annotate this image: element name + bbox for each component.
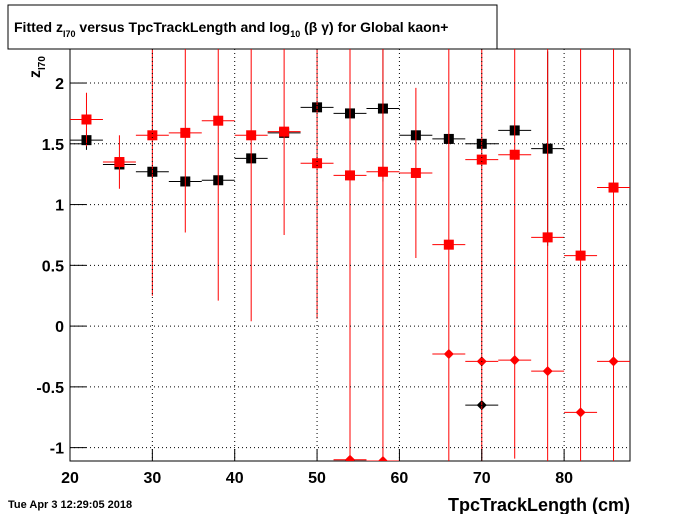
x-tick-label: 30 [143, 470, 161, 487]
marker [575, 407, 586, 418]
marker [608, 182, 619, 193]
marker [81, 114, 92, 125]
x-tick-label: 60 [391, 470, 409, 487]
marker [575, 250, 586, 261]
marker [509, 355, 520, 366]
marker [312, 158, 323, 169]
x-tick-label: 70 [473, 470, 491, 487]
title-box [7, 4, 498, 50]
marker [345, 454, 355, 461]
y-tick-label: -0.5 [36, 380, 64, 397]
marker [542, 366, 553, 377]
x-tick-label: 50 [308, 470, 326, 487]
marker [476, 154, 487, 165]
chart-title: Fitted zI70 versus TpcTrackLength and lo… [14, 19, 448, 39]
marker [443, 349, 454, 360]
y-tick-label: 1 [55, 198, 64, 215]
marker [147, 130, 158, 141]
marker [279, 126, 290, 137]
y-tick-label: 0 [55, 319, 64, 336]
title-part: I70 [63, 29, 76, 39]
x-tick-label: 40 [226, 470, 244, 487]
y-tick-label: 1.5 [42, 137, 64, 154]
title-part: versus TpcTrackLength and log [76, 19, 291, 35]
y-axis-label: zI70 [27, 56, 48, 78]
x-axis-label: TpcTrackLength (cm) [448, 495, 630, 514]
marker [377, 456, 388, 461]
marker [410, 167, 421, 178]
marker [443, 239, 454, 250]
y-label-part: z [27, 70, 44, 78]
y-tick-label: 0.5 [42, 258, 64, 275]
y-tick-label: 2 [55, 76, 64, 93]
marker [608, 356, 619, 367]
marker [377, 166, 388, 177]
x-tick-label: 20 [61, 470, 79, 487]
axes: 20 30 40 50 60 70 80 -1 -0.5 0 0.5 1 1.5 2 [36, 49, 630, 487]
marker [345, 170, 355, 181]
y-label-part: I70 [37, 56, 48, 70]
timestamp: Tue Apr 3 12:29:05 2018 [8, 499, 132, 511]
y-tick-label: -1 [50, 441, 64, 458]
x-tick-label: 80 [555, 470, 573, 487]
marker [246, 130, 257, 141]
title-part: 10 [290, 29, 300, 39]
marker [509, 149, 520, 160]
title-part: (β γ) for Global kaon+ [300, 19, 448, 35]
marker [542, 232, 553, 243]
marker [213, 115, 224, 126]
marker [180, 127, 191, 138]
plot-area [70, 49, 630, 461]
title-part: Fitted z [14, 19, 63, 35]
marker [114, 157, 125, 168]
